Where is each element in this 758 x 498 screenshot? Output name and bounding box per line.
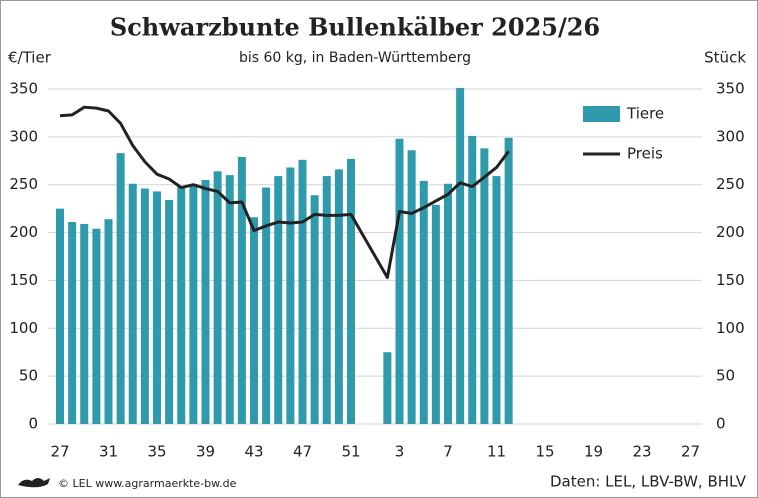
bar — [92, 228, 101, 424]
bar — [237, 156, 246, 424]
bar — [456, 88, 465, 425]
y2-tick-label: 300 — [716, 127, 745, 145]
y-tick-label: 300 — [9, 127, 38, 145]
x-tick-label: 31 — [99, 443, 118, 461]
bar — [504, 137, 513, 425]
bar — [165, 200, 174, 424]
bar — [68, 222, 77, 424]
footer-left: © LEL www.agrarmaerkte-bw.de — [58, 477, 237, 490]
bar — [395, 138, 404, 424]
y2-tick-label: 50 — [716, 367, 735, 385]
bar — [201, 179, 210, 424]
y-tick-label: 150 — [9, 271, 38, 289]
bar — [334, 169, 343, 424]
bar — [116, 153, 125, 424]
bar — [468, 135, 477, 424]
bar — [250, 217, 258, 424]
bar — [310, 195, 319, 424]
y2-tick-label: 100 — [716, 319, 745, 337]
bar — [189, 184, 198, 424]
y2-axis-label: Stück — [704, 49, 746, 67]
y2-tick-label: 200 — [716, 223, 745, 241]
bar — [431, 204, 440, 424]
bar — [407, 150, 416, 424]
bar — [492, 176, 501, 424]
y-tick-label: 50 — [19, 367, 38, 385]
y-axis-label: €/Tier — [8, 49, 52, 67]
bar — [444, 183, 452, 424]
bar — [56, 208, 64, 424]
legend-label: Preis — [627, 145, 663, 163]
chart-title: Schwarzbunte Bullenkälber 2025/26 — [110, 13, 600, 42]
y2-tick-label: 250 — [716, 175, 745, 193]
x-tick-label: 27 — [50, 443, 69, 461]
y-tick-label: 250 — [9, 175, 38, 193]
y-tick-label: 350 — [9, 80, 38, 98]
x-tick-label: 35 — [147, 443, 166, 461]
bar — [322, 176, 331, 424]
y2-tick-label: 350 — [716, 80, 745, 98]
bar — [383, 352, 392, 424]
bar — [177, 186, 186, 424]
footer-right: Daten: LEL, LBV-BW, BHLV — [550, 473, 747, 491]
chart-subtitle: bis 60 kg, in Baden-Württemberg — [239, 50, 471, 66]
bar — [480, 148, 489, 425]
x-tick-label: 7 — [443, 443, 453, 461]
bar — [140, 188, 149, 424]
bar — [347, 158, 355, 424]
x-tick-label: 15 — [535, 443, 554, 461]
x-tick-label: 23 — [632, 443, 651, 461]
y-tick-label: 100 — [9, 319, 38, 337]
legend-label: Tiere — [626, 105, 664, 123]
x-tick-label: 39 — [196, 443, 215, 461]
logo — [18, 478, 50, 488]
y-tick-label: 200 — [9, 223, 38, 241]
bar — [225, 175, 234, 424]
legend-swatch — [583, 106, 620, 122]
x-tick-label: 19 — [584, 443, 603, 461]
bar — [274, 176, 283, 424]
x-tick-label: 27 — [681, 443, 700, 461]
bar — [80, 223, 89, 424]
bar — [153, 191, 161, 424]
y-tick-label: 0 — [28, 415, 38, 433]
bar — [419, 180, 428, 424]
bar — [104, 219, 113, 424]
bar — [286, 167, 295, 424]
x-tick-label: 51 — [341, 443, 360, 461]
y2-tick-label: 0 — [716, 415, 726, 433]
bar — [213, 171, 222, 424]
bar — [262, 187, 271, 424]
bar — [298, 159, 307, 425]
x-tick-label: 47 — [293, 443, 312, 461]
x-tick-label: 11 — [487, 443, 506, 461]
line — [59, 105, 510, 280]
bar — [128, 183, 137, 424]
y2-tick-label: 150 — [716, 271, 745, 289]
x-tick-label: 43 — [244, 443, 263, 461]
x-tick-label: 3 — [395, 443, 405, 461]
